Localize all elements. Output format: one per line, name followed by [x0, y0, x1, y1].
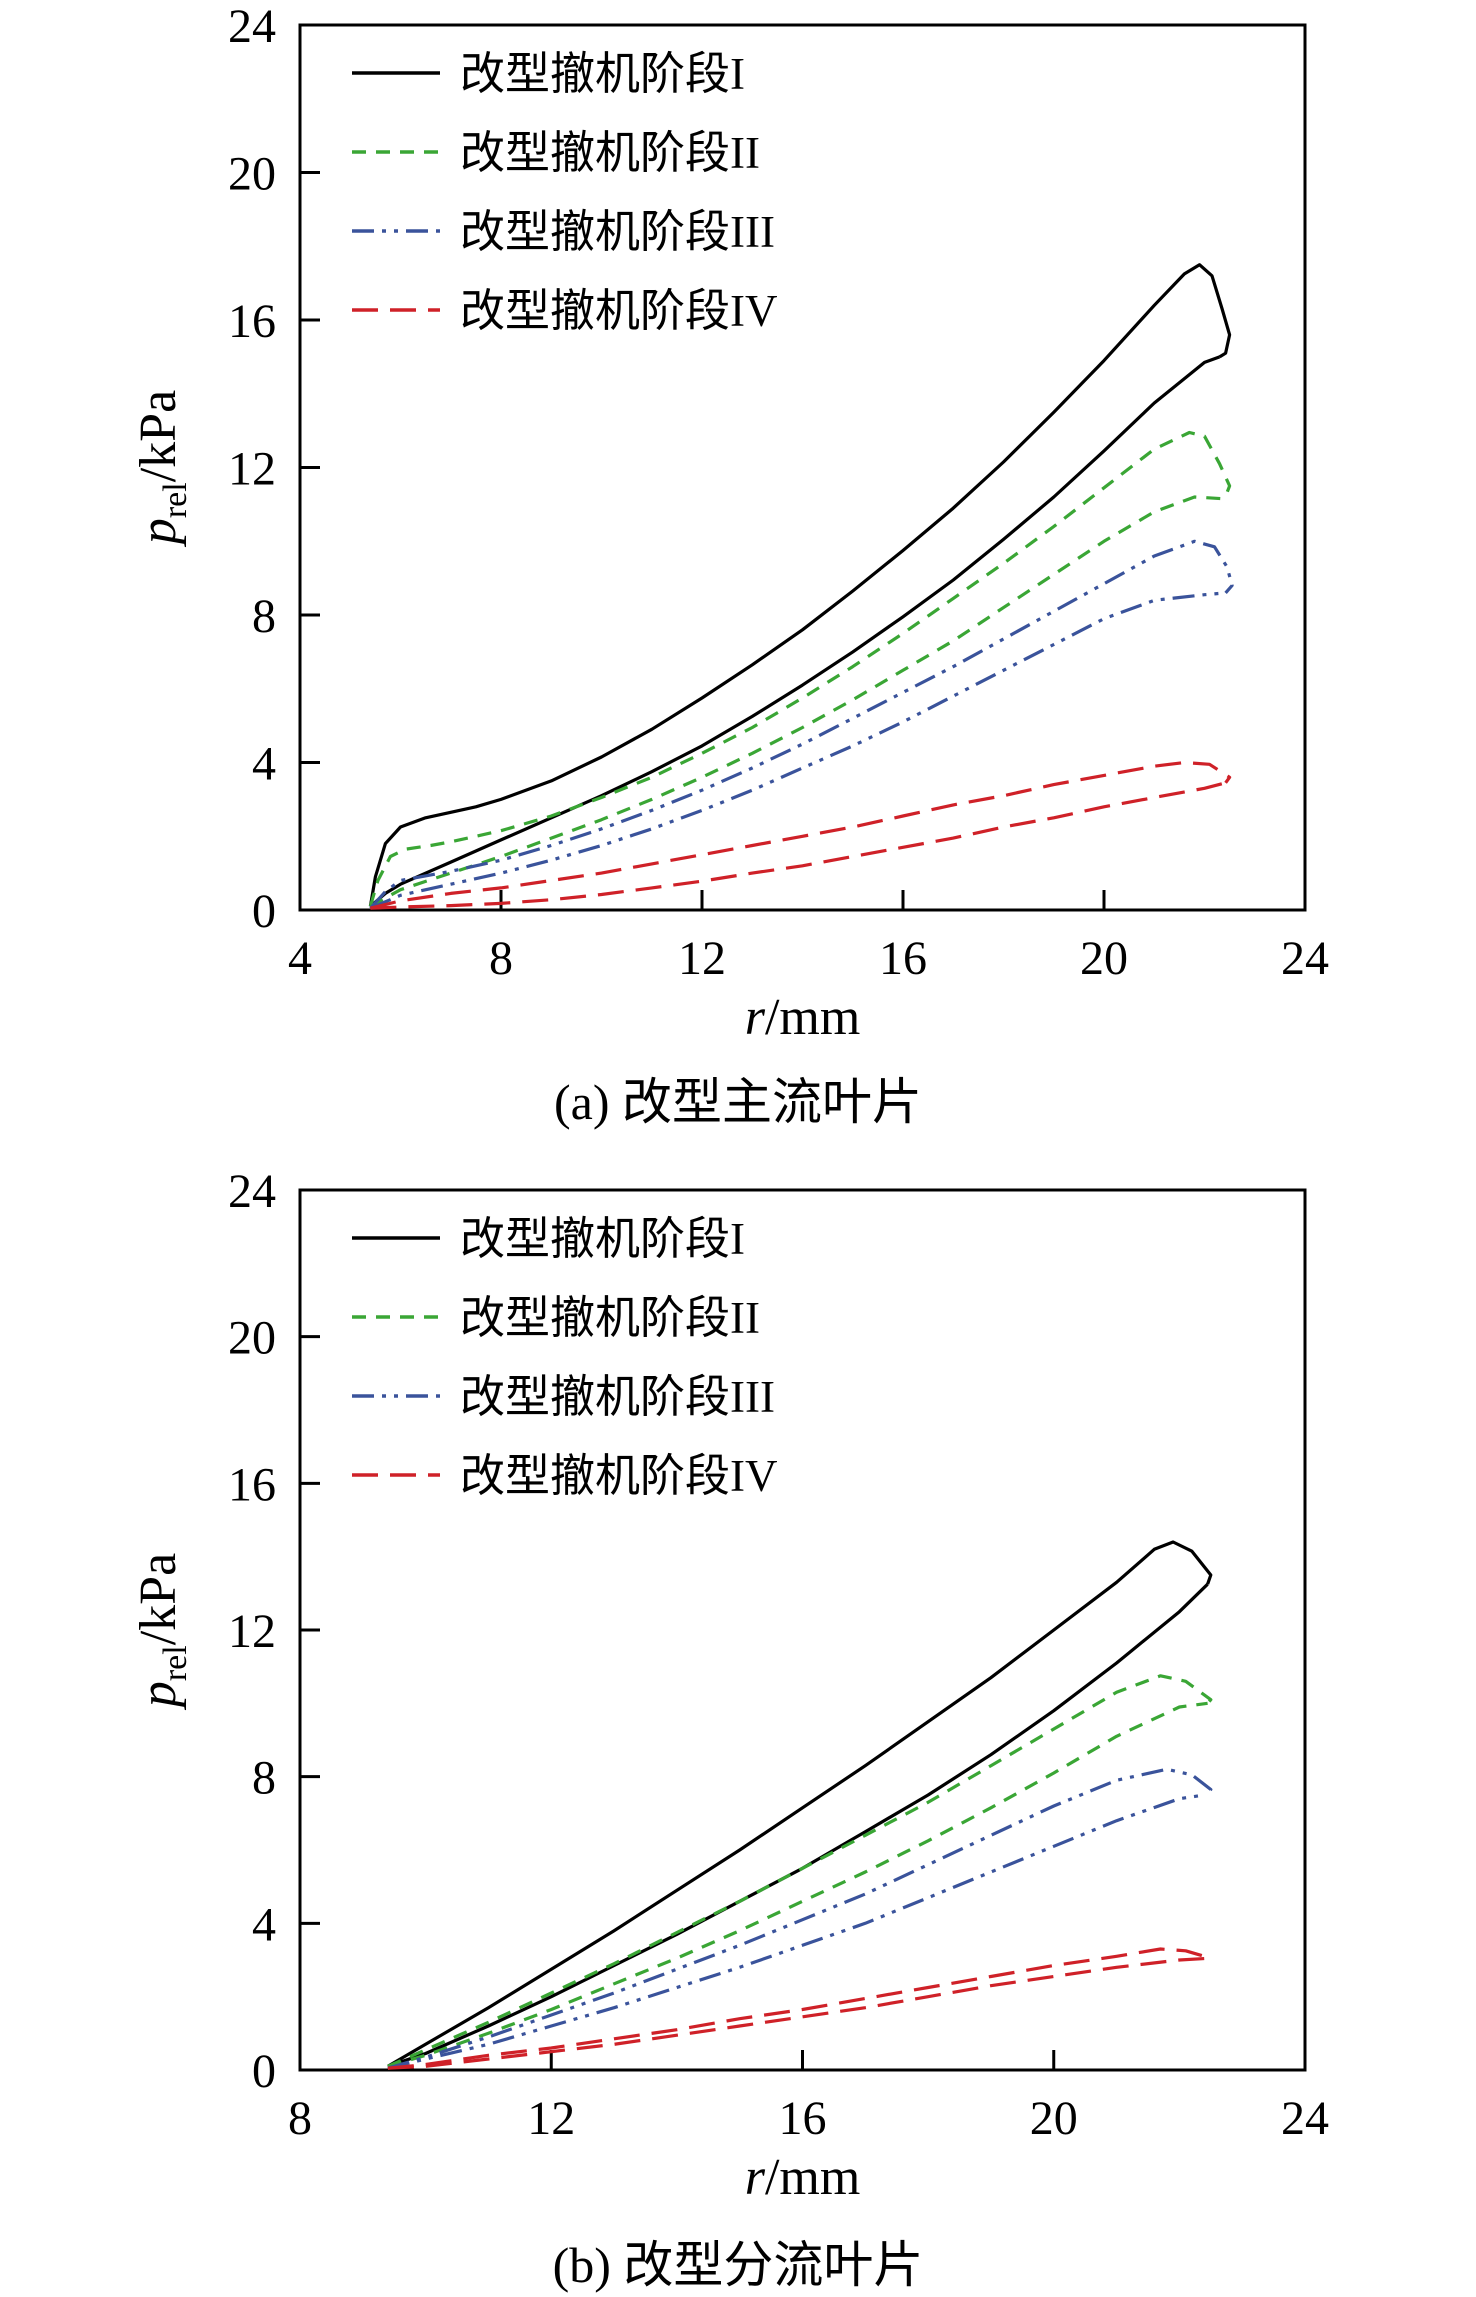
- x-tick-label: 24: [1281, 2092, 1329, 2145]
- chart-block-b: 8 12 16 20 24 0 4 8 12 16 20 24 改型撤机阶段I 改型撤机阶段II 改型撤机阶…: [0, 1135, 1476, 2295]
- series-2-upper-curve: [368, 430, 1232, 907]
- y-tick-label: 24: [228, 0, 276, 53]
- x-axis-unit: /mm: [764, 2149, 861, 2206]
- y-tick-label: 24: [228, 1165, 276, 1218]
- x-axis-label-b: r/mm: [300, 2148, 1305, 2207]
- y-tick-label: 20: [228, 148, 276, 201]
- series-4-upper-curve: [370, 760, 1232, 910]
- series-4-upper-curve: [387, 1947, 1212, 2070]
- y-axis-subscript: rel: [157, 1645, 195, 1682]
- x-tick-label: 4: [288, 932, 312, 985]
- x-tick-label: 16: [879, 932, 927, 985]
- series-1-lower-curve: [369, 355, 1221, 908]
- legend-label: 改型撤机阶段IV: [460, 286, 777, 336]
- x-axis-symbol: r: [744, 2149, 765, 2206]
- series-4-lower-curve: [387, 1956, 1211, 2070]
- x-axis-unit: /mm: [764, 989, 861, 1046]
- caption-a: (a) 改型主流叶片: [554, 1074, 922, 1130]
- y-tick-label: 16: [228, 295, 276, 348]
- series-2-upper-curve: [387, 1674, 1213, 2068]
- y-tick-label: 0: [252, 2045, 276, 2098]
- y-tick-label: 0: [252, 885, 276, 938]
- legend-label: 改型撤机阶段III: [460, 1372, 775, 1422]
- series-3-lower-curve: [387, 1793, 1205, 2070]
- y-tick-label: 4: [252, 738, 276, 791]
- y-tick-label: 8: [252, 1752, 276, 1805]
- series-2-lower-curve: [387, 1701, 1208, 2068]
- y-tick-label: 4: [252, 1898, 276, 1951]
- x-tick-label: 16: [779, 2092, 827, 2145]
- x-tick-label: 24: [1281, 932, 1329, 985]
- y-axis-symbol: p: [129, 1681, 187, 1708]
- y-tick-label: 12: [228, 443, 276, 496]
- legend-label: 改型撤机阶段II: [460, 128, 760, 178]
- plot-area-b: 8 12 16 20 24 0 4 8 12 16 20 24 改型撤机阶段I 改型撤机阶段II 改型撤机阶…: [228, 1165, 1329, 2145]
- legend-label: 改型撤机阶段I: [460, 1214, 745, 1264]
- y-axis-subscript: rel: [157, 482, 195, 519]
- chart-block-a: 4 8 12 16 20 24 0 4 8 12 16 20 24 改型撤机阶段I 改型撤机阶段II 改型撤机…: [0, 0, 1476, 1135]
- y-axis-unit: /kPa: [129, 389, 187, 483]
- y-tick-label: 12: [228, 1605, 276, 1658]
- x-axis-label-a: r/mm: [300, 988, 1305, 1047]
- series-4-lower-curve: [370, 781, 1227, 910]
- legend-label: 改型撤机阶段III: [460, 207, 775, 257]
- x-tick-label: 8: [489, 932, 513, 985]
- plot-border: [298, 23, 1307, 912]
- y-tick-label: 20: [228, 1312, 276, 1365]
- y-axis-label-b: prel/kPa: [129, 1553, 195, 1707]
- y-tick-label: 8: [252, 590, 276, 643]
- y-axis-label-a: prel/kPa: [129, 390, 195, 544]
- plot-area-a: 4 8 12 16 20 2404812162024改型撤机阶段I改型撤机阶段II改型撤机…: [228, 0, 1329, 985]
- x-axis-symbol: r: [744, 989, 765, 1046]
- x-tick-label: 20: [1080, 932, 1128, 985]
- legend-label: 改型撤机阶段I: [460, 49, 745, 99]
- series-1-upper-curve: [387, 1540, 1213, 2068]
- y-tick-label: 16: [228, 1458, 276, 1511]
- x-tick-label: 12: [678, 932, 726, 985]
- series-2-lower-curve: [369, 495, 1225, 908]
- series-1-upper-curve: [368, 263, 1232, 907]
- series-3-upper-curve: [369, 539, 1234, 910]
- y-axis-unit: /kPa: [129, 1552, 187, 1646]
- y-axis-symbol: p: [129, 518, 187, 545]
- legend-label: 改型撤机阶段II: [460, 1293, 760, 1343]
- caption-b: (b) 改型分流叶片: [552, 2237, 924, 2293]
- x-tick-label: 12: [527, 2092, 575, 2145]
- x-tick-label: 8: [288, 2092, 312, 2145]
- legend-label: 改型撤机阶段IV: [460, 1451, 777, 1501]
- x-tick-label: 20: [1030, 2092, 1078, 2145]
- plot-border: [298, 1188, 1307, 2072]
